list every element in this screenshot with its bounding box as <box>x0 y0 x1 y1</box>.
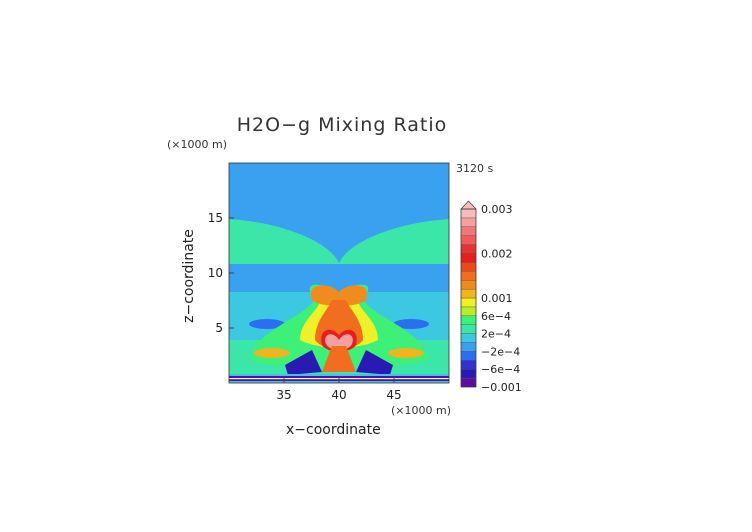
colorbar-swatch <box>460 288 477 299</box>
time-label: 3120 s <box>456 162 494 175</box>
colorbar-swatch <box>460 377 477 388</box>
x-tick-label: 45 <box>386 388 401 402</box>
colorbar-swatch <box>460 333 477 343</box>
y-axis-ticks: 5 10 15 <box>208 211 234 335</box>
colorbar-tick-label: 2e−4 <box>481 328 511 341</box>
colorbar-swatch <box>460 369 477 379</box>
colorbar-swatch <box>460 342 477 352</box>
colorbar-tick-label: 0.001 <box>481 292 513 305</box>
colorbar-swatch <box>460 271 477 281</box>
x-axis-unit: (×1000 m) <box>391 404 452 417</box>
heatmap-field <box>229 163 449 383</box>
y-axis-unit: (×1000 m) <box>167 138 228 151</box>
colorbar-swatch <box>460 360 477 370</box>
colorbar-swatch <box>460 244 477 254</box>
x-tick-label: 35 <box>276 388 291 402</box>
colorbar-swatch <box>460 306 477 316</box>
center-orange-column <box>322 346 356 372</box>
y-tick-label: 15 <box>208 211 223 225</box>
left-orange-band <box>254 348 290 358</box>
y-tick-label: 5 <box>215 321 223 335</box>
colorbar-extend-arrow <box>460 200 477 210</box>
right-dry-patch <box>393 319 429 329</box>
colorbar-swatch <box>460 208 477 219</box>
colorbar-tick-label: −0.001 <box>481 381 522 394</box>
x-axis-ticks: 35 40 45 <box>276 378 402 402</box>
colorbar-tick-label: −6e−4 <box>481 363 520 376</box>
left-dark-lobe <box>285 350 322 375</box>
y-tick-label: 10 <box>208 266 223 280</box>
right-dark-lobe <box>356 350 393 375</box>
colorbar-swatch <box>460 351 477 361</box>
colorbar-frame <box>460 208 477 388</box>
chart-title: H2O−g Mixing Ratio <box>236 114 448 136</box>
mid-level-dip <box>229 219 449 263</box>
colorbar-tick-label: 0.002 <box>481 248 513 261</box>
colorbar-tick-label: 6e−4 <box>481 310 511 323</box>
colorbar-swatch <box>460 297 477 308</box>
colorbar-tick-label: −2e−4 <box>481 345 520 358</box>
heatmap-plot-area: 35 40 45 5 10 15 <box>208 162 450 402</box>
colorbar-swatch <box>460 226 477 236</box>
colorbar-swatch <box>460 280 477 290</box>
x-axis-label: x−coordinate <box>286 422 381 438</box>
colorbar-swatch <box>460 324 477 334</box>
colorbar-swatch <box>460 235 477 245</box>
y-axis-label: z−coordinate <box>181 229 197 323</box>
x-tick-label: 40 <box>331 388 346 402</box>
colorbar-swatch <box>460 253 477 263</box>
colorbar-swatch <box>460 262 477 272</box>
colorbar-tick-label: 0.003 <box>481 203 513 216</box>
colorbar-swatch <box>460 217 477 227</box>
right-orange-band <box>388 348 424 358</box>
plume-orange-cap <box>310 285 368 306</box>
colorbar-swatch <box>460 315 477 325</box>
colorbar: 0.003 0.002 0.001 6e−4 2e−4 −2e−4 −6e−4 −0.001 <box>460 200 522 394</box>
left-dry-patch <box>249 319 285 329</box>
